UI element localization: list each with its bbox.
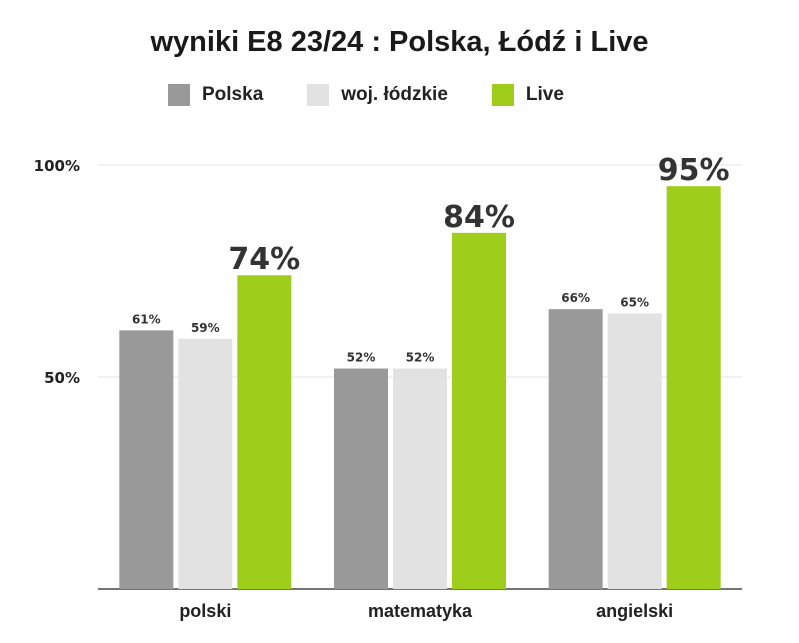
data-label-0-2: 66% bbox=[561, 291, 590, 305]
bar-1-2 bbox=[607, 313, 662, 589]
category-label-2: angielski bbox=[596, 601, 673, 621]
legend-item-polska: Polska bbox=[168, 84, 263, 106]
legend-swatch-polska bbox=[168, 84, 190, 106]
y-tick-label-0: 50% bbox=[44, 369, 80, 387]
data-label-0-0: 61% bbox=[132, 312, 161, 326]
bar-1-1 bbox=[393, 368, 447, 589]
data-label-0-1: 52% bbox=[347, 351, 376, 365]
bar-2-2 bbox=[666, 186, 721, 589]
category-label-1: matematyka bbox=[368, 601, 473, 621]
legend-item-woj-lodzkie: woj. łódzkie bbox=[307, 84, 448, 106]
data-label-2-0: 74% bbox=[228, 242, 300, 277]
legend-item-live: Live bbox=[491, 84, 564, 106]
data-label-1-2: 65% bbox=[620, 295, 649, 309]
chart-title: wyniki E8 23/24 : Polska, Łódź i Live bbox=[150, 26, 649, 58]
legend-swatch-woj-lodzkie bbox=[307, 84, 330, 106]
bar-0-1 bbox=[334, 368, 388, 589]
bar-2-0 bbox=[237, 275, 292, 589]
legend-label-polska: Polska bbox=[202, 84, 264, 105]
legend-label-woj-lodzkie: woj. łódzkie bbox=[341, 84, 448, 105]
data-label-1-1: 52% bbox=[406, 351, 435, 365]
data-label-2-1: 84% bbox=[443, 200, 515, 235]
data-label-1-0: 59% bbox=[191, 321, 220, 335]
y-tick-label-1: 100% bbox=[34, 157, 80, 175]
bar-0-2 bbox=[548, 309, 603, 589]
category-label-0: polski bbox=[179, 601, 231, 621]
legend: Polska woj. łódzkie Live bbox=[168, 84, 608, 106]
bar-2-1 bbox=[452, 232, 506, 589]
legend-swatch-live bbox=[491, 84, 514, 106]
data-label-2-2: 95% bbox=[658, 153, 730, 188]
bar-1-0 bbox=[178, 338, 233, 589]
bar-0-0 bbox=[119, 330, 174, 589]
legend-label-live: Live bbox=[525, 84, 564, 105]
